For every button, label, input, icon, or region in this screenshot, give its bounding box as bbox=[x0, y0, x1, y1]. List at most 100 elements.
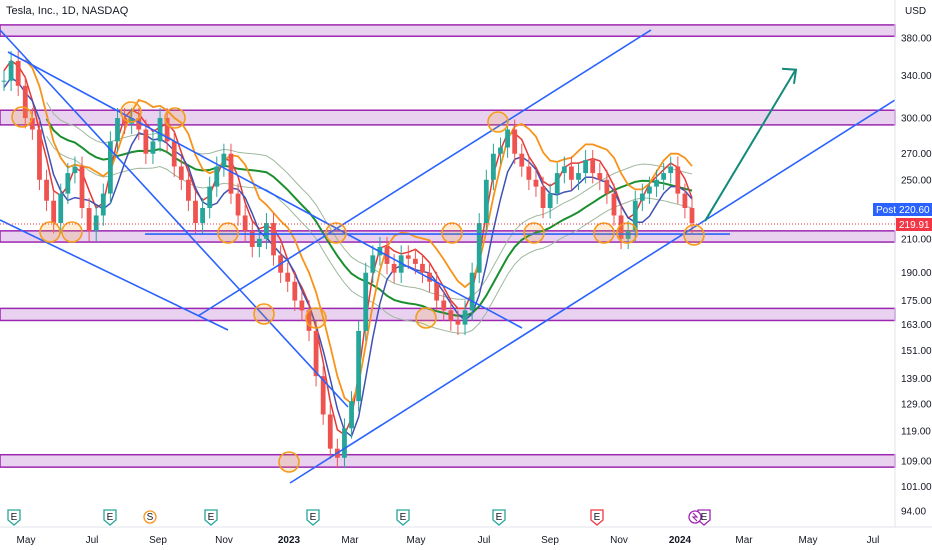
candle-body[interactable] bbox=[193, 200, 198, 224]
dividend-marker[interactable]: S bbox=[143, 510, 157, 524]
candle-body[interactable] bbox=[79, 166, 85, 209]
candle-body[interactable] bbox=[412, 258, 418, 264]
candle-body[interactable] bbox=[448, 310, 454, 321]
price-zone-1[interactable] bbox=[0, 24, 896, 37]
trendline-5[interactable] bbox=[0, 219, 229, 331]
candle-body[interactable] bbox=[519, 153, 525, 167]
candle-body[interactable] bbox=[44, 179, 49, 201]
candle-body[interactable] bbox=[611, 193, 617, 216]
candle-body[interactable] bbox=[164, 118, 170, 142]
candle-body[interactable] bbox=[668, 166, 674, 174]
earnings-marker[interactable]: E bbox=[396, 509, 410, 526]
candle-body[interactable] bbox=[576, 173, 581, 180]
earnings-marker[interactable]: E bbox=[492, 509, 506, 526]
candle-body[interactable] bbox=[391, 263, 397, 273]
candle-body[interactable] bbox=[320, 376, 326, 415]
candle-body[interactable] bbox=[15, 61, 21, 86]
candle-body[interactable] bbox=[370, 255, 376, 273]
candle-body[interactable] bbox=[86, 208, 92, 231]
candle-body[interactable] bbox=[604, 179, 610, 194]
candle-body[interactable] bbox=[583, 160, 589, 174]
candle-body[interactable] bbox=[51, 200, 57, 224]
candle-body[interactable] bbox=[292, 281, 298, 301]
symbol-title[interactable]: Tesla, Inc., 1D, NASDAQ bbox=[6, 5, 129, 17]
trendline-3[interactable] bbox=[197, 29, 652, 317]
candle-body[interactable] bbox=[491, 153, 496, 180]
candle-body[interactable] bbox=[420, 263, 425, 273]
candle-body[interactable] bbox=[178, 166, 184, 180]
earnings-marker[interactable]: E bbox=[306, 509, 320, 526]
candle-body[interactable] bbox=[150, 141, 156, 154]
candle-body[interactable] bbox=[505, 129, 510, 148]
candle-body[interactable] bbox=[129, 118, 135, 124]
candle-body[interactable] bbox=[207, 186, 213, 209]
candle-body[interactable] bbox=[157, 118, 163, 142]
candle-body[interactable] bbox=[462, 310, 468, 325]
candle-body[interactable] bbox=[512, 129, 518, 154]
candle-body[interactable] bbox=[107, 141, 113, 194]
candle-body[interactable] bbox=[249, 230, 255, 247]
candle-body[interactable] bbox=[58, 193, 64, 224]
candle-body[interactable] bbox=[143, 129, 149, 154]
candle-body[interactable] bbox=[171, 141, 177, 167]
currency-label[interactable]: USD bbox=[905, 6, 927, 17]
candle-body[interactable] bbox=[547, 193, 553, 209]
candle-body[interactable] bbox=[639, 193, 645, 201]
candle-body[interactable] bbox=[675, 166, 681, 194]
candle-body[interactable] bbox=[356, 330, 362, 402]
candle-body[interactable] bbox=[498, 147, 503, 154]
split-marker[interactable] bbox=[688, 510, 702, 524]
candle-body[interactable] bbox=[29, 118, 35, 130]
candle-body[interactable] bbox=[285, 272, 291, 282]
candle-body[interactable] bbox=[455, 320, 461, 325]
trendline-1[interactable] bbox=[0, 29, 349, 408]
candle-body[interactable] bbox=[554, 173, 560, 194]
candle-body[interactable] bbox=[349, 401, 354, 429]
candle-body[interactable] bbox=[597, 173, 603, 180]
candle-body[interactable] bbox=[100, 193, 106, 216]
candle-body[interactable] bbox=[221, 153, 227, 167]
candle-body[interactable] bbox=[271, 223, 276, 256]
candle-body[interactable] bbox=[618, 215, 624, 239]
earnings-marker[interactable]: E bbox=[103, 509, 117, 526]
candle-body[interactable] bbox=[136, 118, 142, 130]
candle-body[interactable] bbox=[242, 215, 248, 231]
candle-body[interactable] bbox=[228, 153, 234, 194]
candle-body[interactable] bbox=[37, 129, 42, 180]
candle-body[interactable] bbox=[483, 179, 489, 224]
candle-body[interactable] bbox=[569, 166, 574, 180]
candle-body[interactable] bbox=[22, 85, 28, 119]
earnings-marker[interactable]: E bbox=[590, 509, 604, 526]
candle-body[interactable] bbox=[115, 118, 120, 142]
candle-body[interactable] bbox=[93, 215, 99, 231]
candle-body[interactable] bbox=[689, 208, 695, 224]
candle-body[interactable] bbox=[533, 179, 539, 187]
earnings-marker[interactable]: E bbox=[204, 509, 218, 526]
post-price-badge[interactable]: Post 220.60 bbox=[873, 203, 932, 216]
candle-body[interactable] bbox=[441, 300, 447, 311]
candle-body[interactable] bbox=[186, 179, 191, 201]
candle-body[interactable] bbox=[299, 300, 305, 311]
trendline-4[interactable] bbox=[289, 99, 896, 484]
candle-body[interactable] bbox=[682, 193, 688, 209]
candle-body[interactable] bbox=[8, 61, 14, 81]
candle-body[interactable] bbox=[476, 223, 482, 273]
candle-body[interactable] bbox=[264, 223, 269, 239]
candle-body[interactable] bbox=[540, 186, 546, 209]
candle-body[interactable] bbox=[434, 281, 440, 301]
earnings-marker[interactable]: E bbox=[7, 509, 21, 526]
candle-body[interactable] bbox=[647, 186, 652, 194]
candle-body[interactable] bbox=[122, 118, 127, 124]
candle-body[interactable] bbox=[214, 166, 220, 187]
candle-body[interactable] bbox=[363, 272, 369, 331]
candle-body[interactable] bbox=[661, 173, 667, 180]
candle-body[interactable] bbox=[306, 310, 312, 331]
projection-arrow[interactable] bbox=[704, 70, 796, 222]
candle-body[interactable] bbox=[342, 428, 347, 458]
trendline-2[interactable] bbox=[7, 51, 523, 329]
candle-body[interactable] bbox=[65, 173, 71, 194]
candle-body[interactable] bbox=[654, 179, 659, 187]
candle-body[interactable] bbox=[256, 238, 262, 247]
last-price-badge[interactable]: 219.91 bbox=[896, 218, 932, 231]
